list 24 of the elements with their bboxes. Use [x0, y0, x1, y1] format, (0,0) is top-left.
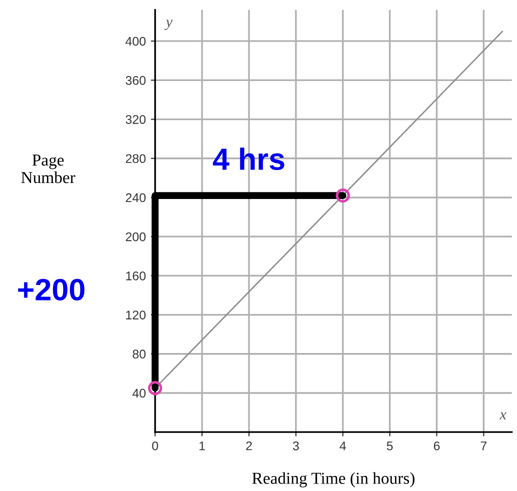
x-tick-label: 7 — [480, 442, 487, 450]
x-tick-label: 5 — [386, 442, 393, 450]
x-tick-label: 1 — [200, 442, 205, 450]
x-tick-label: 0 — [152, 441, 158, 450]
y-tick-label: 200 — [126, 232, 146, 242]
y-tick-label: 400 — [126, 36, 146, 46]
x-tick-label: 2 — [246, 441, 252, 450]
annotation: y — [164, 20, 173, 30]
x-tick-label: 3 — [292, 441, 299, 450]
y-tick-label: 240 — [126, 193, 146, 202]
y-tick-label: 320 — [126, 115, 146, 124]
y-tick-label: 120 — [126, 310, 146, 320]
y-tick-label: 360 — [126, 76, 146, 85]
y-tick-label: 160 — [126, 271, 146, 280]
x-tick-label: 6 — [434, 441, 440, 450]
annotation: x — [500, 412, 506, 420]
annotation: +200 — [18, 278, 84, 301]
y-tick-label: 280 — [126, 154, 146, 164]
x-axis-title: Reading Time (in hours) — [252, 472, 414, 488]
y-tick-label: 80 — [132, 350, 146, 359]
annotation: 4 hrs — [212, 148, 284, 170]
x-tick-label: 4 — [340, 442, 346, 450]
y-axis-title: Page Number — [21, 154, 76, 184]
y-tick-label: 40 — [132, 388, 146, 398]
